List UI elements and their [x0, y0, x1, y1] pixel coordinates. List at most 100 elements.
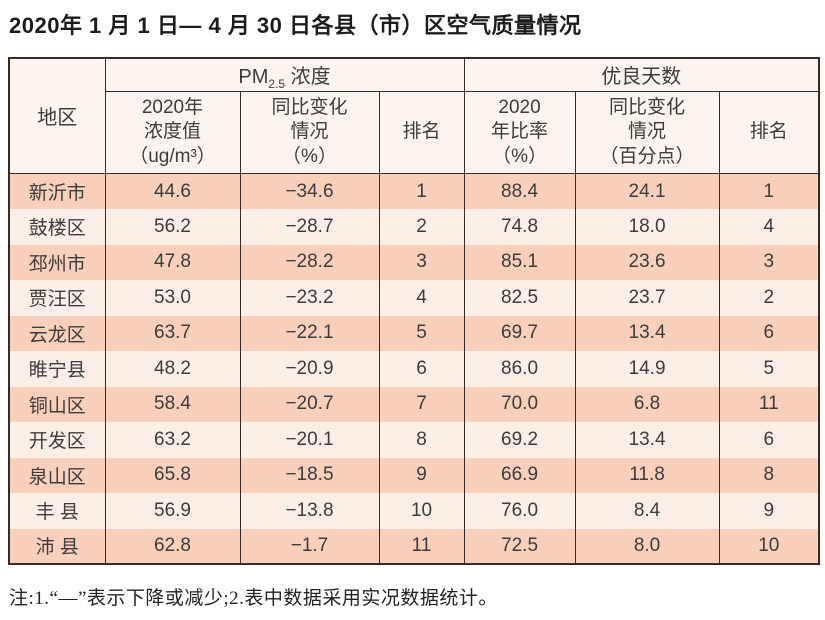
region-cell: 云龙区: [8, 315, 106, 352]
gd-rank-cell: 4: [718, 209, 820, 245]
pm-yoy-change-cell: −34.6: [239, 173, 380, 210]
gd-yoy-change-cell: 18.0: [574, 209, 720, 245]
gd-yoy-change-cell: 14.9: [574, 351, 720, 387]
gd-yoy-change-cell: 8.0: [574, 528, 720, 565]
pm25-label-prefix: PM: [238, 66, 269, 89]
col-header-gd-yoy-change: 同比变化 情况 （百分点）: [574, 91, 720, 175]
table-row: 沛 县 62.8 −1.7 11 72.5 8.0 10: [8, 528, 820, 565]
region-cell: 铜山区: [8, 386, 106, 423]
gd-yoy-change-cell: 13.4: [574, 422, 720, 458]
pm-yoy-change-cell: −28.2: [239, 244, 380, 281]
pm-rank-cell: 6: [378, 351, 465, 387]
region-cell: 泉山区: [8, 457, 106, 494]
region-cell: 开发区: [8, 422, 106, 458]
pm-rank-cell: 2: [378, 209, 465, 245]
table-body: 新沂市 44.6 −34.6 1 88.4 24.1 1 鼓楼区 56.2 −28.7 2 74.8 1…: [8, 173, 820, 565]
pm-rank-cell: 11: [378, 528, 465, 565]
pm-yoy-change-cell: −20.9: [239, 351, 380, 387]
gd-rate-cell: 82.5: [463, 280, 576, 316]
gd-rank-cell: 8: [718, 457, 820, 494]
pm-yoy-change-cell: −23.2: [239, 280, 380, 316]
gd-rank-cell: 6: [718, 422, 820, 458]
pm-yoy-change-cell: −18.5: [239, 457, 380, 494]
region-cell: 鼓楼区: [8, 209, 106, 245]
pm25-label-suffix: 浓度: [285, 66, 331, 89]
pm-yoy-change-cell: −13.8: [239, 493, 380, 529]
gd-rank-cell: 2: [718, 280, 820, 316]
pm-value-cell: 56.9: [104, 493, 241, 529]
col-header-gd-rate: 2020 年比率 （%）: [463, 91, 576, 175]
gd-rate-cell: 86.0: [463, 351, 576, 387]
table-row: 鼓楼区 56.2 −28.7 2 74.8 18.0 4: [8, 209, 820, 245]
col-header-pm-value: 2020年 浓度值 （ug/m³）: [104, 91, 241, 175]
gd-yoy-change-cell: 23.6: [574, 244, 720, 281]
gd-rate-cell: 69.2: [463, 422, 576, 458]
pm-value-cell: 44.6: [104, 173, 241, 210]
pm-value-cell: 48.2: [104, 351, 241, 387]
table-row: 丰 县 56.9 −13.8 10 76.0 8.4 9: [8, 493, 820, 529]
col-header-pm-yoy-change: 同比变化 情况 （%）: [239, 91, 380, 175]
pm-rank-cell: 3: [378, 244, 465, 281]
gd-rank-cell: 9: [718, 493, 820, 529]
pm-value-cell: 63.2: [104, 422, 241, 458]
region-cell: 睢宁县: [8, 351, 106, 387]
gd-yoy-change-cell: 6.8: [574, 386, 720, 423]
region-cell: 贾汪区: [8, 280, 106, 316]
table-row: 开发区 63.2 −20.1 8 69.2 13.4 6: [8, 422, 820, 458]
gd-rank-cell: 11: [718, 386, 820, 423]
page-title: 2020年 1 月 1 日— 4 月 30 日各县（市）区空气质量情况: [9, 13, 582, 38]
pm-value-cell: 58.4: [104, 386, 241, 423]
gd-yoy-change-cell: 23.7: [574, 280, 720, 316]
gd-rank-cell: 10: [718, 528, 820, 565]
pm-rank-cell: 8: [378, 422, 465, 458]
gd-rate-cell: 72.5: [463, 528, 576, 565]
pm-rank-cell: 5: [378, 315, 465, 352]
gd-rank-cell: 3: [718, 244, 820, 281]
table-row: 云龙区 63.7 −22.1 5 69.7 13.4 6: [8, 315, 820, 352]
gd-rate-cell: 85.1: [463, 244, 576, 281]
group-header-good-days: 优良天数: [463, 57, 820, 93]
table-row: 新沂市 44.6 −34.6 1 88.4 24.1 1: [8, 173, 820, 210]
gd-rank-cell: 1: [718, 173, 820, 210]
pm-yoy-change-cell: −28.7: [239, 209, 380, 245]
pm-rank-cell: 10: [378, 493, 465, 529]
table-header: 地区 PM2.5 浓度 优良天数 2020年 浓度值 （ug/m³） 同比变化 …: [8, 57, 820, 175]
sub-header-row: 2020年 浓度值 （ug/m³） 同比变化 情况 （%） 排名 2020 年比…: [9, 91, 820, 175]
group-header-pm25: PM2.5 浓度: [104, 57, 465, 93]
gd-rank-cell: 6: [718, 315, 820, 352]
pm-rank-cell: 1: [378, 173, 465, 210]
gd-rate-cell: 70.0: [463, 386, 576, 423]
gd-yoy-change-cell: 24.1: [574, 173, 720, 210]
gd-rate-cell: 76.0: [463, 493, 576, 529]
col-header-region: 地区: [8, 57, 106, 175]
pm-value-cell: 62.8: [104, 528, 241, 565]
pm-yoy-change-cell: −20.1: [239, 422, 380, 458]
table-row: 贾汪区 53.0 −23.2 4 82.5 23.7 2: [8, 280, 820, 316]
table-row: 睢宁县 48.2 −20.9 6 86.0 14.9 5: [8, 351, 820, 387]
gd-rate-cell: 69.7: [463, 315, 576, 352]
pm-value-cell: 53.0: [104, 280, 241, 316]
table-row: 铜山区 58.4 −20.7 7 70.0 6.8 11: [8, 386, 820, 423]
pm-yoy-change-cell: −1.7: [239, 528, 380, 565]
pm-value-cell: 63.7: [104, 315, 241, 352]
gd-rate-cell: 74.8: [463, 209, 576, 245]
gd-yoy-change-cell: 8.4: [574, 493, 720, 529]
pm-rank-cell: 7: [378, 386, 465, 423]
footnote: 注:1.“—”表示下降或减少;2.表中数据采用实况数据统计。: [9, 588, 498, 610]
gd-rank-cell: 5: [718, 351, 820, 387]
gd-rate-cell: 66.9: [463, 457, 576, 494]
pm-yoy-change-cell: −22.1: [239, 315, 380, 352]
col-header-gd-rank: 排名: [718, 91, 820, 175]
pm-rank-cell: 4: [378, 280, 465, 316]
table-row: 邳州市 47.8 −28.2 3 85.1 23.6 3: [8, 244, 820, 281]
table-row: 泉山区 65.8 −18.5 9 66.9 11.8 8: [8, 457, 820, 494]
gd-rate-cell: 88.4: [463, 173, 576, 210]
air-quality-table: 地区 PM2.5 浓度 优良天数 2020年 浓度值 （ug/m³） 同比变化 …: [8, 56, 821, 566]
gd-yoy-change-cell: 13.4: [574, 315, 720, 352]
region-cell: 邳州市: [8, 244, 106, 281]
region-cell: 新沂市: [8, 173, 106, 210]
pm-yoy-change-cell: −20.7: [239, 386, 380, 423]
region-cell: 沛 县: [8, 528, 106, 565]
pm25-subscript: 2.5: [268, 77, 286, 92]
